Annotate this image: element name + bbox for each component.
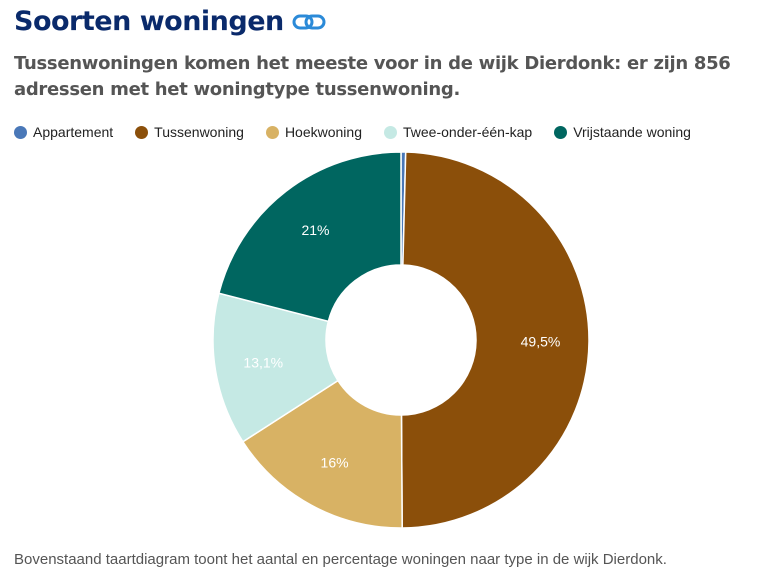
title-text: Soorten woningen bbox=[14, 6, 284, 37]
legend-item[interactable]: Appartement bbox=[14, 124, 113, 140]
page-title: Soorten woningen bbox=[14, 6, 326, 38]
legend-item[interactable]: Tussenwoning bbox=[135, 124, 244, 140]
data-label: 16% bbox=[321, 455, 349, 471]
legend-item[interactable]: Hoekwoning bbox=[265, 124, 362, 140]
legend-marker bbox=[135, 125, 149, 139]
legend-marker bbox=[265, 125, 279, 139]
link-icon[interactable] bbox=[292, 7, 326, 38]
legend-marker bbox=[384, 125, 397, 139]
chart-subtitle: Tussenwoningen komen het meeste voor in … bbox=[14, 53, 731, 100]
legend-label: Appartement bbox=[33, 124, 114, 140]
data-label: 21% bbox=[301, 222, 329, 238]
legend: Appartement Tussenwoning Hoekwoning Twee-on… bbox=[14, 124, 691, 140]
legend-item[interactable]: Twee-onder-één-kap bbox=[384, 124, 532, 140]
legend-marker bbox=[554, 125, 568, 139]
donut-chart: 49,5% 16% 13,1% 21% bbox=[212, 151, 590, 529]
legend-label: Tussenwoning bbox=[154, 124, 244, 140]
slice-twee-onder-n-kap[interactable] bbox=[212, 292, 339, 443]
legend-item[interactable]: Vrijstaande woning bbox=[554, 124, 691, 140]
data-label: 13,1% bbox=[243, 354, 283, 370]
slice-vrijstaande-woning[interactable] bbox=[217, 151, 402, 323]
legend-label: Twee-onder-één-kap bbox=[403, 124, 533, 140]
legend-label: Hoekwoning bbox=[284, 124, 362, 140]
legend-label: Vrijstaande woning bbox=[573, 124, 691, 140]
data-label: 49,5% bbox=[521, 333, 561, 349]
slice-tussenwoning[interactable] bbox=[400, 151, 590, 529]
slice-hoekwoning[interactable] bbox=[241, 379, 403, 529]
chart-caption: Bovenstaand taartdiagram toont het aanta… bbox=[14, 551, 667, 568]
legend-marker bbox=[14, 125, 27, 139]
